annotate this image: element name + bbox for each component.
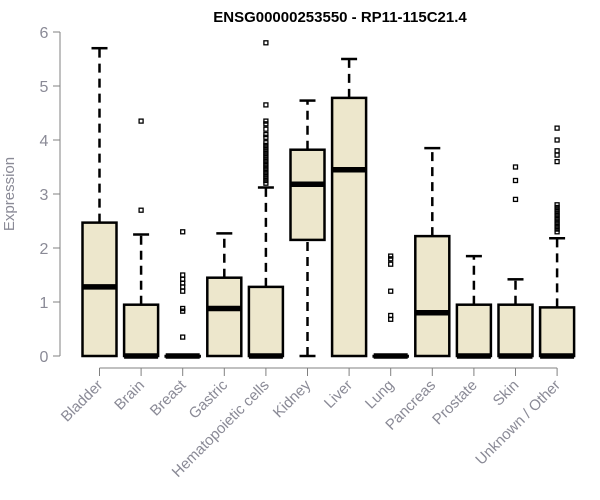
box-skin: [497, 164, 534, 359]
outlier-point: [263, 102, 269, 108]
box-iqr: [497, 303, 534, 358]
outlier-point: [554, 152, 560, 158]
box-unknown-other: [538, 125, 576, 359]
x-tick-label: Kidney: [270, 376, 315, 421]
outlier-point: [138, 118, 144, 124]
outlier-point: [263, 177, 269, 184]
outlier-point: [180, 308, 186, 314]
outlier-point: [388, 256, 394, 262]
outlier-point: [554, 218, 560, 224]
x-tick-label: Breast: [147, 376, 190, 419]
x-tick-label: Lung: [362, 377, 398, 413]
y-tick-label: 6: [40, 25, 49, 42]
y-axis: 0 1 2 3 4 5 6: [40, 25, 61, 366]
outlier-point: [138, 207, 144, 213]
box-prostate: [455, 254, 493, 359]
box-brain: [122, 118, 160, 359]
x-tick-label: Liver: [321, 377, 356, 412]
outlier-point: [554, 202, 560, 208]
box-iqr: [247, 285, 285, 358]
box-liver: [330, 57, 368, 358]
outlier-point: [512, 177, 519, 184]
outlier-point: [180, 305, 186, 312]
box-lung: [372, 253, 409, 359]
outlier-point: [554, 204, 560, 211]
box-iqr: [330, 96, 368, 358]
outlier-point: [554, 125, 560, 131]
outlier-point: [554, 215, 560, 221]
chart-title: ENSG00000253550 - RP11-115C21.4: [213, 9, 467, 26]
outlier-point: [263, 145, 269, 151]
outlier-point: [263, 121, 269, 127]
box-kidney: [289, 99, 326, 358]
y-tick-label: 0: [40, 349, 49, 366]
outlier-point: [180, 284, 186, 290]
outlier-point: [554, 210, 560, 216]
y-axis-label: Expression: [1, 157, 18, 231]
outlier-point: [180, 229, 186, 235]
box-gastric: [206, 232, 243, 358]
outlier-point: [554, 226, 560, 232]
y-tick-label: 3: [40, 187, 49, 204]
outlier-point: [263, 153, 269, 159]
outlier-point: [554, 158, 560, 165]
x-tick-label: Skin: [490, 377, 523, 410]
outlier-point: [263, 118, 269, 124]
outlier-point: [263, 131, 269, 138]
outlier-point: [554, 137, 560, 143]
outlier-point: [554, 229, 560, 235]
y-tick-label: 4: [40, 133, 49, 150]
outlier-point: [263, 150, 269, 157]
outlier-point: [554, 207, 560, 213]
outlier-point: [512, 196, 519, 203]
outlier-point: [263, 169, 269, 176]
outlier-point: [263, 167, 269, 173]
outlier-point: [263, 126, 269, 132]
outlier-point: [180, 272, 186, 278]
box-iqr: [122, 303, 160, 358]
outlier-point: [388, 261, 394, 267]
outlier-point: [263, 148, 269, 154]
outlier-point: [263, 180, 269, 186]
outlier-point: [512, 164, 519, 170]
box-hematopoietic-cells: [247, 40, 285, 359]
box-iqr: [538, 306, 576, 358]
outlier-point: [388, 288, 394, 294]
box-iqr: [455, 303, 493, 358]
outlier-point: [263, 161, 269, 167]
box-iqr: [206, 276, 243, 358]
box-iqr: [289, 148, 326, 242]
outlier-point: [263, 140, 269, 146]
outlier-point: [263, 172, 269, 178]
outlier-point: [554, 212, 560, 219]
x-tick-label: Prostate: [429, 377, 481, 429]
outlier-point: [388, 253, 394, 259]
outlier-point: [554, 221, 560, 227]
outlier-point: [263, 40, 269, 46]
outlier-point: [554, 148, 560, 154]
outlier-point: [554, 223, 560, 230]
x-tick-label: Bladder: [58, 377, 107, 426]
boxes: [81, 40, 576, 359]
outlier-point: [263, 164, 269, 170]
outlier-point: [263, 142, 269, 149]
y-tick-label: 2: [40, 241, 49, 258]
box-breast: [164, 229, 201, 359]
outlier-point: [388, 316, 394, 322]
y-tick-label: 5: [40, 79, 49, 96]
outlier-point: [263, 156, 269, 162]
outlier-point: [180, 334, 186, 340]
outlier-point: [263, 134, 269, 140]
outlier-point: [263, 158, 269, 165]
outlier-point: [180, 288, 186, 294]
box-pancreas: [414, 146, 451, 358]
box-iqr: [414, 234, 451, 358]
y-tick-label: 1: [40, 295, 49, 312]
outlier-point: [263, 175, 269, 181]
x-tick-label: Brain: [111, 377, 148, 414]
box-bladder: [81, 46, 118, 358]
